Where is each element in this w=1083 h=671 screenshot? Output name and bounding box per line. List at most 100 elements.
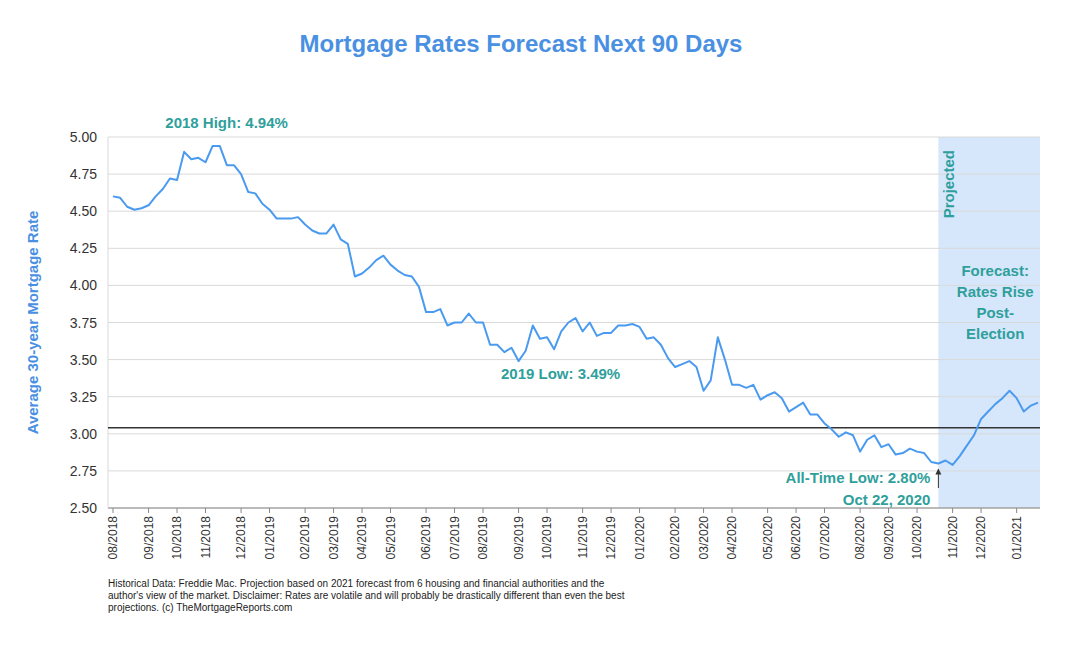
grid-line [108, 137, 1040, 138]
x-tick-label: 01/2020 [633, 516, 647, 560]
series-group [113, 146, 1038, 465]
x-tick-label: 01/2019 [263, 516, 277, 560]
x-tick [518, 508, 519, 513]
x-tick-label: 07/2019 [448, 516, 462, 560]
x-tick-label: 06/2019 [419, 516, 433, 560]
y-tick-label: 2.75 [70, 463, 97, 479]
title: Mortgage Rates Forecast Next 90 Days [300, 30, 743, 57]
x-tick [483, 508, 484, 513]
x-tick-label: 12/2019 [604, 516, 618, 560]
rate-line [113, 146, 1038, 465]
x-tick-label: 10/2018 [170, 516, 184, 560]
x-tick [269, 508, 270, 513]
x-tick-label: 03/2020 [697, 516, 711, 560]
x-tick [732, 508, 733, 513]
x-tick-label: 02/2020 [668, 516, 682, 560]
x-tick-label: 04/2019 [355, 516, 369, 560]
x-tick-label: 08/2019 [476, 516, 490, 560]
grid-line [108, 396, 1040, 397]
footnote: Historical Data: Freddie Mac. Projection… [108, 578, 605, 589]
x-tick [113, 508, 114, 513]
footnote: author's view of the market. Disclaimer:… [108, 590, 625, 601]
y-axis [108, 137, 109, 508]
x-tick-label: 09/2018 [142, 516, 156, 560]
x-tick [639, 508, 640, 513]
grid-line [108, 174, 1040, 175]
x-tick [952, 508, 953, 513]
y-tick-label: 3.50 [70, 352, 97, 368]
x-tick-label: 05/2019 [384, 516, 398, 560]
x-tick [547, 508, 548, 513]
x-tick-label: 05/2020 [761, 516, 775, 560]
x-tick-label: 12/2018 [234, 516, 248, 560]
forecast-note: Forecast: [961, 262, 1029, 279]
y-tick-label: 2.50 [70, 500, 97, 516]
y-tick-label: 4.75 [70, 166, 97, 182]
x-tick [454, 508, 455, 513]
x-tick [824, 508, 825, 513]
reference-group [108, 427, 1040, 428]
x-tick [703, 508, 704, 513]
annotation: All-Time Low: 2.80% [786, 469, 931, 486]
x-tick-label: 11/2020 [946, 516, 960, 559]
y-tick-label: 3.75 [70, 315, 97, 331]
x-tick [611, 508, 612, 513]
x-tick [177, 508, 178, 513]
forecast-note: Rates Rise [957, 283, 1034, 300]
x-tick [333, 508, 334, 513]
x-tick [362, 508, 363, 513]
x-tick [917, 508, 918, 513]
y-tick-label: 4.00 [70, 277, 97, 293]
x-tick-label: 10/2019 [540, 516, 554, 560]
x-tick-label: 03/2019 [327, 516, 341, 560]
annotation: 2018 High: 4.94% [165, 114, 288, 131]
annotation: 2019 Low: 3.49% [501, 365, 620, 382]
grid-line [108, 433, 1040, 434]
x-tick-label: 10/2020 [910, 516, 924, 560]
x-tick-label: 12/2020 [974, 516, 988, 560]
x-tick [1016, 508, 1017, 513]
x-tick [426, 508, 427, 513]
y-tick-label: 5.00 [70, 129, 97, 145]
x-tick-label: 09/2019 [512, 516, 526, 560]
forecast-note: Post- [976, 304, 1014, 321]
annotation: Oct 22, 2020 [843, 491, 931, 508]
grid-line [108, 285, 1040, 286]
x-tick [205, 508, 206, 513]
x-tick-label: 06/2020 [789, 516, 803, 560]
x-tick [888, 508, 889, 513]
y-tick-label: 3.25 [70, 389, 97, 405]
x-tick [305, 508, 306, 513]
x-tick [675, 508, 676, 513]
band-label: Projected [940, 150, 957, 218]
x-tick [860, 508, 861, 513]
x-tick-label: 04/2020 [725, 516, 739, 560]
grid-line [108, 211, 1040, 212]
x-tick [582, 508, 583, 513]
x-tick-label: 07/2020 [818, 516, 832, 560]
grid-line [108, 359, 1040, 360]
x-tick [241, 508, 242, 513]
y-tick-label: 3.00 [70, 426, 97, 442]
x-tick-label: 08/2020 [853, 516, 867, 560]
grid-line [108, 248, 1040, 249]
x-tick [148, 508, 149, 513]
x-tick [767, 508, 768, 513]
y-axis-label: Average 30-year Mortgage Rate [24, 211, 41, 435]
y-tick-label: 4.50 [70, 203, 97, 219]
chart: Mortgage Rates Forecast Next 90 Days 2.50… [0, 0, 1083, 671]
annotation-arrowhead [935, 468, 941, 474]
x-tick-label: 02/2019 [298, 516, 312, 560]
x-tick [796, 508, 797, 513]
footnote: projections. (c) TheMortgageReports.com [108, 602, 292, 613]
x-tick-label: 08/2018 [106, 516, 120, 560]
x-tick-label: 11/2019 [576, 516, 590, 559]
forecast-note: Election [966, 325, 1024, 342]
grid-line [108, 322, 1040, 323]
x-tick [390, 508, 391, 513]
reference-line [108, 427, 1040, 429]
y-tick-label: 4.25 [70, 240, 97, 256]
x-tick [981, 508, 982, 513]
x-tick-label: 01/2021 [1010, 516, 1024, 560]
x-tick-label: 11/2018 [199, 516, 213, 559]
